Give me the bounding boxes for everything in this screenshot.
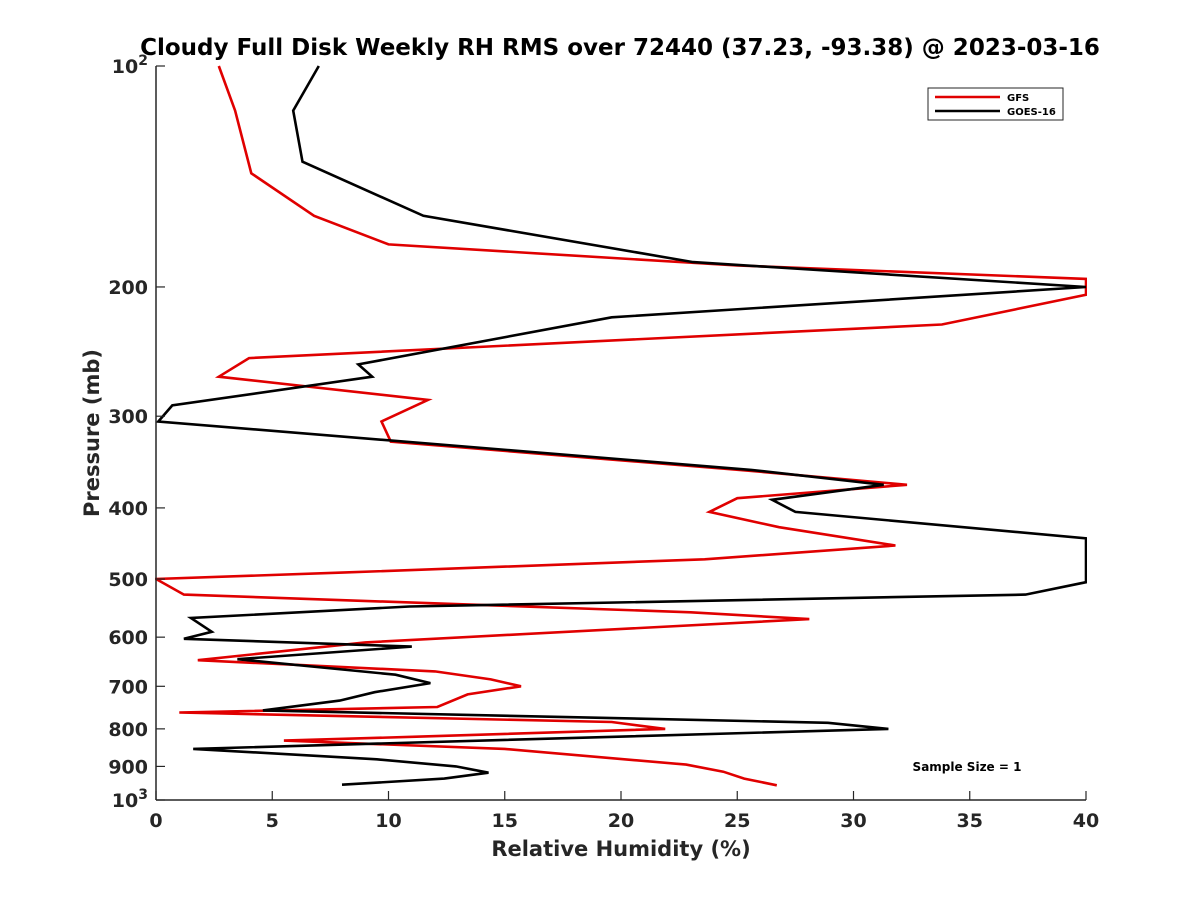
x-tick-label: 30	[840, 810, 866, 832]
y-tick-label: 800	[108, 719, 148, 741]
x-tick-label: 25	[724, 810, 750, 832]
legend-label: GOES-16	[1007, 107, 1056, 118]
x-tick-label: 5	[266, 810, 279, 832]
legend: GFS GOES-16	[927, 87, 1064, 121]
x-tick-label: 10	[375, 810, 401, 832]
y-tick-label: 102	[112, 53, 148, 78]
series-line-goes-16	[155, 65, 1087, 786]
chart-title: Cloudy Full Disk Weekly RH RMS over 7244…	[140, 35, 1100, 61]
legend-box	[927, 87, 1064, 121]
y-tick-label: 900	[108, 756, 148, 778]
y-axis-ticks: 102 200 300 400 500 600 700 800 900 103	[108, 53, 165, 812]
sample-size-annotation: Sample Size = 1	[913, 760, 1022, 774]
x-tick-label: 35	[957, 810, 983, 832]
y-tick-label: 103	[112, 787, 148, 812]
series-line-gfs	[155, 65, 1087, 787]
x-tick-label: 15	[492, 810, 518, 832]
y-tick-label: 200	[108, 277, 148, 299]
series-layer	[155, 65, 1087, 787]
legend-label: GFS	[1007, 93, 1029, 104]
y-tick-label: 500	[108, 569, 148, 591]
y-tick-label: 700	[108, 676, 148, 698]
y-tick-label: 300	[108, 406, 148, 428]
x-axis-ticks: 0 5 10 15 20 25 30 35 40	[149, 791, 1099, 832]
x-axis-label: Relative Humidity (%)	[491, 837, 750, 861]
x-tick-label: 20	[608, 810, 634, 832]
legend-entries: GFS GOES-16	[935, 93, 1056, 118]
y-axis-label: Pressure (mb)	[80, 349, 104, 517]
x-tick-label: 40	[1073, 810, 1099, 832]
y-tick-label: 400	[108, 498, 148, 520]
y-tick-label: 600	[108, 627, 148, 649]
plot-area: 0 5 10 15 20 25 30 35 40 102 200 300 400 500 600 700 80…	[108, 53, 1099, 832]
x-tick-label: 0	[149, 810, 162, 832]
